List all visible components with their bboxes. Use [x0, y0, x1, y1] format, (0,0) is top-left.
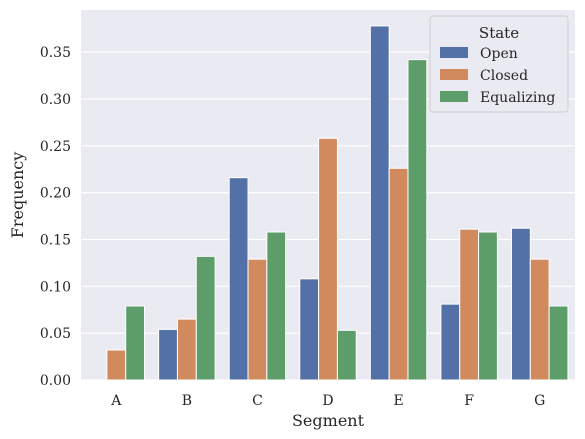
y-tick-label: 0.05 [40, 326, 71, 342]
bar-d-equalizing [336, 329, 357, 381]
y-tick-label: 0.30 [40, 92, 71, 108]
bar-f-closed [459, 228, 480, 381]
x-tick-labels: A B C D E F G [110, 393, 545, 409]
bar-a-equalizing [125, 305, 146, 381]
y-tick-label: 0.00 [40, 373, 71, 389]
y-tick-label: 0.35 [40, 45, 71, 61]
x-tick-label: A [110, 393, 122, 409]
x-tick-label: E [393, 393, 403, 409]
bar-e-open [369, 25, 390, 381]
legend-items: Open Closed Equalizing [440, 46, 555, 106]
y-tick-label: 0.10 [40, 279, 71, 295]
bar-c-closed [247, 258, 268, 381]
bar-c-open [228, 177, 249, 381]
bar-d-open [299, 278, 320, 381]
y-axis-label: Frequency [8, 152, 27, 239]
x-tick-label: G [534, 393, 545, 409]
legend-label-closed: Closed [480, 68, 528, 84]
legend: State Open Closed Equalizing [429, 15, 569, 113]
x-axis-label: Segment [292, 411, 365, 430]
bars [106, 25, 569, 381]
legend-label-open: Open [480, 46, 518, 62]
bar-e-closed [388, 167, 409, 381]
x-tick-label: F [464, 393, 474, 409]
bar-g-closed [529, 258, 550, 381]
bar-f-equalizing [478, 231, 498, 381]
y-tick-label: 0.20 [40, 186, 71, 202]
bar-e-equalizing [407, 59, 428, 381]
legend-swatch-equalizing [440, 91, 468, 102]
bar-g-equalizing [548, 305, 569, 381]
bar-a-closed [106, 349, 127, 381]
bar-f-open [440, 303, 461, 381]
bar-b-open [158, 328, 178, 381]
y-tick-label: 0.25 [40, 139, 71, 155]
bar-d-closed [318, 137, 338, 381]
bar-g-open [510, 227, 531, 381]
legend-swatch-closed [440, 69, 468, 80]
legend-box [429, 15, 569, 113]
bar-b-equalizing [195, 255, 216, 381]
bar-b-closed [176, 318, 197, 381]
legend-title: State [479, 24, 519, 42]
y-tick-label: 0.15 [40, 232, 71, 248]
legend-label-equalizing: Equalizing [480, 90, 555, 106]
y-tick-labels: 0.00 0.05 0.10 0.15 0.20 0.25 0.30 0.35 [40, 45, 71, 389]
x-tick-label: B [182, 393, 192, 409]
x-tick-label: C [252, 393, 263, 409]
legend-swatch-open [440, 47, 468, 58]
bar-c-equalizing [266, 231, 287, 381]
x-tick-label: D [322, 393, 333, 409]
